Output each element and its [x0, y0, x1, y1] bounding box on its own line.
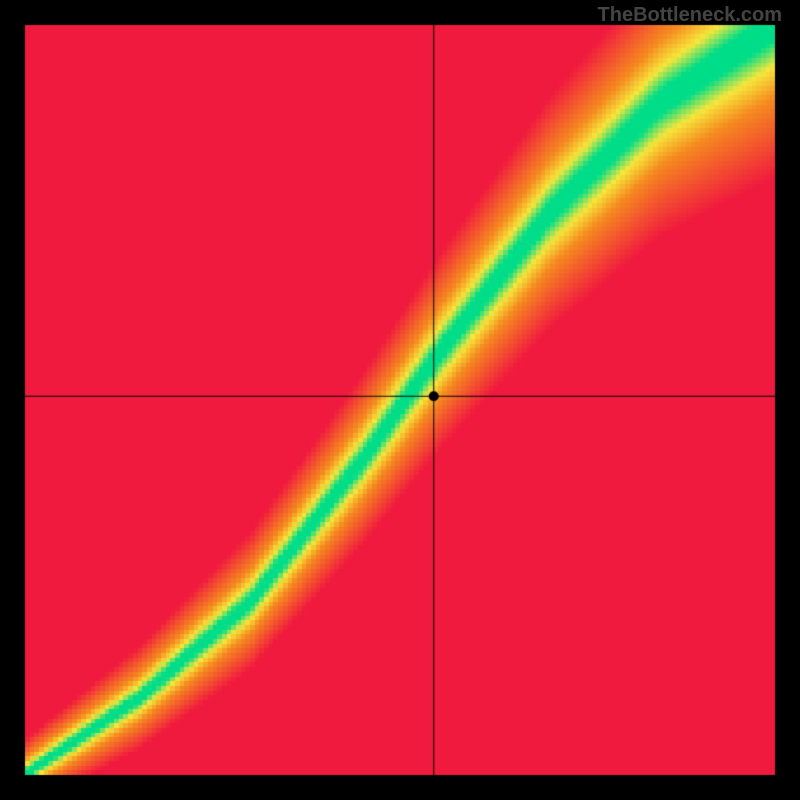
chart-container: TheBottleneck.com [0, 0, 800, 800]
heatmap-canvas [0, 0, 800, 800]
watermark-text: TheBottleneck.com [598, 4, 782, 27]
